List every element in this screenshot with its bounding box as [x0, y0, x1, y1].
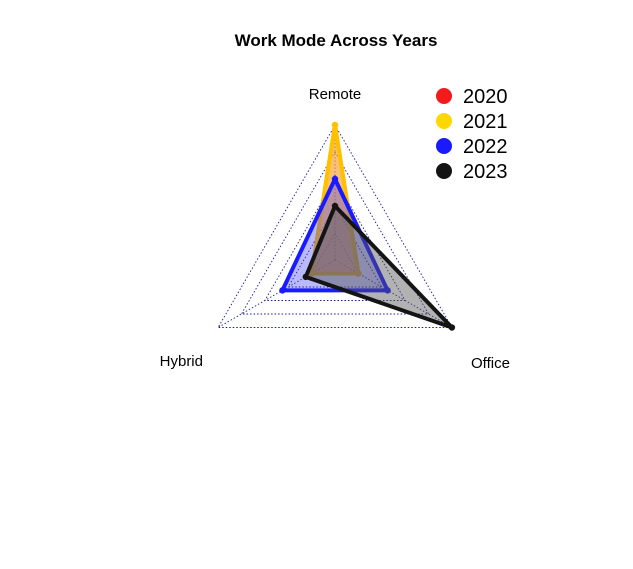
axis-label-remote: Remote [309, 86, 362, 103]
legend: 2020 2021 2022 2023 [436, 86, 508, 183]
data-point-2021-hybrid [308, 270, 315, 277]
legend-label: 2021 [463, 111, 508, 133]
data-point-2023-office [448, 324, 456, 331]
series-2023 [302, 202, 456, 331]
legend-marker [436, 88, 452, 104]
data-point-2021-office [355, 270, 362, 277]
series-polygon-2023 [303, 202, 454, 330]
data-point-2022-remote [331, 175, 339, 183]
axis-label-office: Office [471, 355, 510, 372]
legend-label: 2020 [463, 86, 508, 108]
legend-item-2023: 2023 [436, 161, 508, 183]
legend-item-2022: 2022 [436, 136, 508, 158]
axis-labels: Remote Office Hybrid [160, 86, 510, 372]
legend-item-2021: 2021 [436, 111, 508, 133]
data-point-2021-remote [331, 121, 339, 129]
data-point-2022-hybrid [279, 287, 286, 294]
legend-marker [436, 113, 452, 129]
chart-title: Work Mode Across Years [235, 31, 438, 50]
legend-label: 2023 [463, 161, 508, 183]
legend-marker [436, 138, 452, 154]
legend-label: 2022 [463, 136, 508, 158]
data-point-2023-remote [331, 202, 339, 210]
legend-marker [436, 163, 452, 179]
data-point-2023-hybrid [302, 273, 309, 281]
grid-ring [240, 151, 430, 315]
data-point-2022-office [384, 287, 391, 294]
axis-label-hybrid: Hybrid [160, 353, 203, 370]
grid-ring [217, 124, 453, 328]
radar-series [279, 121, 456, 331]
legend-item-2020: 2020 [436, 86, 508, 108]
